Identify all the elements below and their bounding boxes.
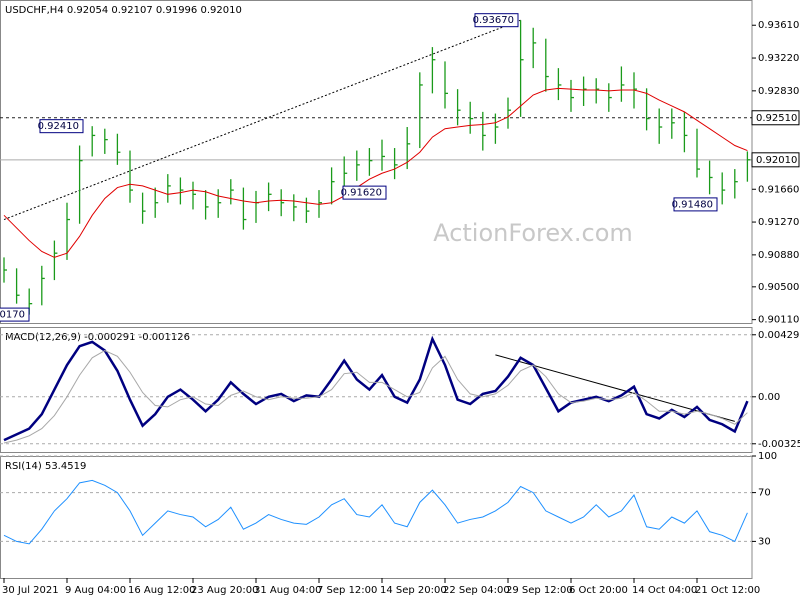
y-tick-label: 0.91660	[758, 184, 799, 195]
annotation-box	[474, 13, 519, 28]
x-tick-label: 21 Oct 12:00	[695, 585, 760, 596]
level-label: 0.92010	[756, 155, 797, 166]
panel-frame	[0, 456, 753, 579]
x-tick-label: 9 Aug 04:00	[65, 585, 126, 596]
y-tick-label: 0.93220	[758, 53, 799, 64]
x-tick-label: 22 Sep 04:00	[443, 585, 510, 596]
level-box	[751, 110, 800, 126]
indicator-line	[3, 479, 748, 545]
annotation-box	[673, 197, 718, 212]
annotation-label: 0170	[0, 310, 25, 321]
annotation-label: 0.92410	[38, 121, 79, 132]
y-tick-label: 100	[758, 451, 777, 462]
x-tick-label: 7 Sep 12:00	[317, 585, 377, 596]
x-tick-label: 29 Sep 12:00	[506, 585, 573, 596]
y-tick-label: 0.90880	[758, 250, 799, 261]
annotation-box	[342, 185, 387, 200]
x-tick-label: 23 Aug 20:00	[191, 585, 258, 596]
x-tick-label: 6 Oct 20:00	[569, 585, 628, 596]
y-tick-label: 0.92830	[758, 86, 799, 97]
panel-title: MACD(12,26,9) -0.000291 -0.001126	[5, 332, 190, 343]
x-tick-label: 14 Oct 04:00	[632, 585, 697, 596]
y-tick-label: 0.004292	[758, 330, 800, 341]
y-tick-label: 0.91270	[758, 217, 799, 228]
panel-title: RSI(14) 53.4519	[5, 461, 86, 472]
annotation-label: 0.91480	[672, 199, 713, 210]
annotation-label: 0.93670	[473, 15, 514, 26]
watermark: ActionForex.com	[433, 219, 633, 247]
level-label: 0.92510	[756, 113, 797, 124]
y-tick-label: 30	[758, 536, 771, 547]
y-tick-label: 0.90110	[758, 315, 799, 326]
indicator-line	[3, 349, 748, 444]
moving-average	[3, 87, 748, 258]
annotation-box	[0, 307, 30, 322]
y-tick-label: 70	[758, 488, 771, 499]
x-tick-label: 16 Aug 12:00	[128, 585, 195, 596]
panel-title: USDCHF,H4 0.92054 0.92107 0.91996 0.9201…	[5, 5, 242, 16]
trendline	[495, 354, 735, 422]
y-tick-label: -0.003251	[758, 439, 800, 450]
x-tick-label: 30 Jul 2021	[2, 585, 59, 596]
x-tick-label: 31 Aug 04:00	[254, 585, 321, 596]
trendline	[3, 19, 521, 221]
y-tick-label: 0.90500	[758, 282, 799, 293]
y-tick-label: 0.93610	[758, 20, 799, 31]
x-tick-label: 14 Sep 20:00	[380, 585, 447, 596]
annotation-label: 0.91620	[341, 188, 382, 199]
panel-frame	[0, 327, 753, 453]
annotation-box	[39, 119, 84, 134]
level-box	[751, 152, 800, 168]
y-tick-label: 0.00	[758, 392, 780, 403]
